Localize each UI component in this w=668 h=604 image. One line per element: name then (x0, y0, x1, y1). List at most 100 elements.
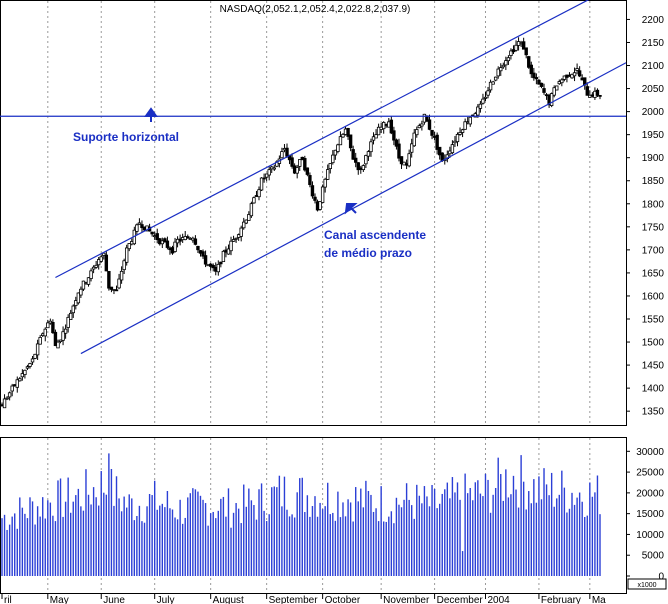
candle-body (346, 127, 350, 137)
candle-body (504, 60, 508, 66)
candle-body (25, 366, 30, 369)
volume-tick-label: 30000 (636, 447, 664, 458)
candle-body (219, 261, 223, 265)
candle-body (107, 270, 111, 289)
candle-body (450, 144, 455, 154)
candle-body (435, 134, 439, 150)
candle-body (318, 201, 322, 210)
volume-panel-frame (0, 437, 627, 594)
candle-body (229, 240, 233, 252)
month-label: November (383, 595, 430, 604)
candle-body (295, 167, 299, 174)
candle-body (81, 280, 86, 290)
volume-tick-label: 20000 (636, 488, 664, 499)
candle-body (468, 116, 472, 125)
candle-body (234, 237, 238, 240)
candle-body (247, 214, 251, 221)
candle-body (595, 89, 600, 96)
candle-body (35, 343, 40, 356)
candle-body (226, 248, 231, 255)
candle-body (351, 149, 355, 160)
upper-channel-line (55, 0, 590, 279)
candle-body (264, 173, 269, 178)
candle-body (532, 72, 536, 79)
volume-tick-label: 10000 (636, 530, 664, 541)
candle-body (10, 385, 14, 392)
price-tick-label: 1650 (642, 268, 665, 279)
candle-body (430, 129, 434, 136)
candle-body (201, 251, 205, 257)
candle-body (7, 392, 12, 398)
candle-body (458, 132, 462, 135)
candle-body (310, 185, 315, 197)
candle-body (491, 81, 495, 85)
support-label: Suporte horizontal (73, 130, 179, 144)
candle-body (308, 175, 312, 185)
candle-body (371, 136, 376, 141)
price-tick-label: 2200 (642, 15, 665, 26)
candle-body (53, 331, 58, 347)
volume-unit-label: x1000 (637, 582, 656, 589)
candle-body (104, 254, 109, 272)
month-label: May (50, 595, 69, 604)
candle-body (30, 358, 35, 363)
candle-body (326, 169, 330, 180)
price-tick-label: 1700 (642, 245, 665, 256)
candle-body (524, 47, 528, 56)
candle-body (140, 224, 144, 229)
price-tick-label: 1400 (642, 384, 665, 395)
candle-body (18, 378, 22, 382)
candle-body (79, 288, 83, 296)
candle-body (341, 133, 345, 138)
candle-body (420, 123, 424, 127)
candle-body (537, 79, 541, 85)
candle-body (71, 305, 75, 314)
candle-body (506, 57, 511, 62)
candle-body (455, 134, 460, 143)
trend-lines (0, 0, 627, 355)
candle-body (460, 129, 465, 133)
candle-body (28, 363, 32, 367)
month-axis: ril May June July August September October Nove… (1, 593, 606, 604)
candle-body (476, 106, 480, 116)
candle-body (521, 41, 526, 50)
channel-arrow-icon (344, 203, 358, 215)
price-tick-label: 1500 (642, 338, 665, 349)
candle-body (122, 260, 126, 271)
candle-body (46, 322, 50, 329)
candle-body (15, 379, 19, 388)
candle-body (415, 129, 419, 136)
candle-body (399, 156, 404, 165)
candle-body (481, 98, 485, 104)
candle-body (160, 240, 165, 245)
candle-body (272, 167, 276, 170)
candle-body (58, 339, 63, 342)
price-tick-label: 2100 (642, 61, 665, 72)
candle-body (493, 76, 498, 81)
candle-body (252, 197, 256, 204)
candle-body (69, 312, 73, 320)
candle-body (572, 72, 577, 77)
volume-tick-label: 15000 (636, 509, 664, 520)
channel-label-line2: de médio prazo (324, 246, 412, 260)
volume-unit-box (627, 578, 667, 590)
price-tick-label: 2150 (642, 38, 665, 49)
candle-body (5, 397, 9, 400)
candle-body (333, 149, 338, 156)
candle-body (231, 239, 236, 242)
volume-axis: 30000 25000 20000 15000 10000 5000 0 (626, 447, 664, 583)
volume-tick-label: 5000 (642, 551, 665, 562)
candle-body (478, 103, 483, 109)
candle-body (313, 196, 317, 201)
month-label: February (541, 595, 581, 604)
candle-body (99, 256, 103, 262)
candle-body (555, 85, 559, 91)
candle-body (267, 169, 271, 176)
candle-body (463, 121, 467, 130)
candle-body (249, 203, 254, 217)
candle-body (303, 158, 307, 171)
candle-body (496, 68, 500, 77)
candle-body (155, 233, 159, 241)
candle-body (374, 134, 378, 139)
candle-body (193, 238, 198, 245)
